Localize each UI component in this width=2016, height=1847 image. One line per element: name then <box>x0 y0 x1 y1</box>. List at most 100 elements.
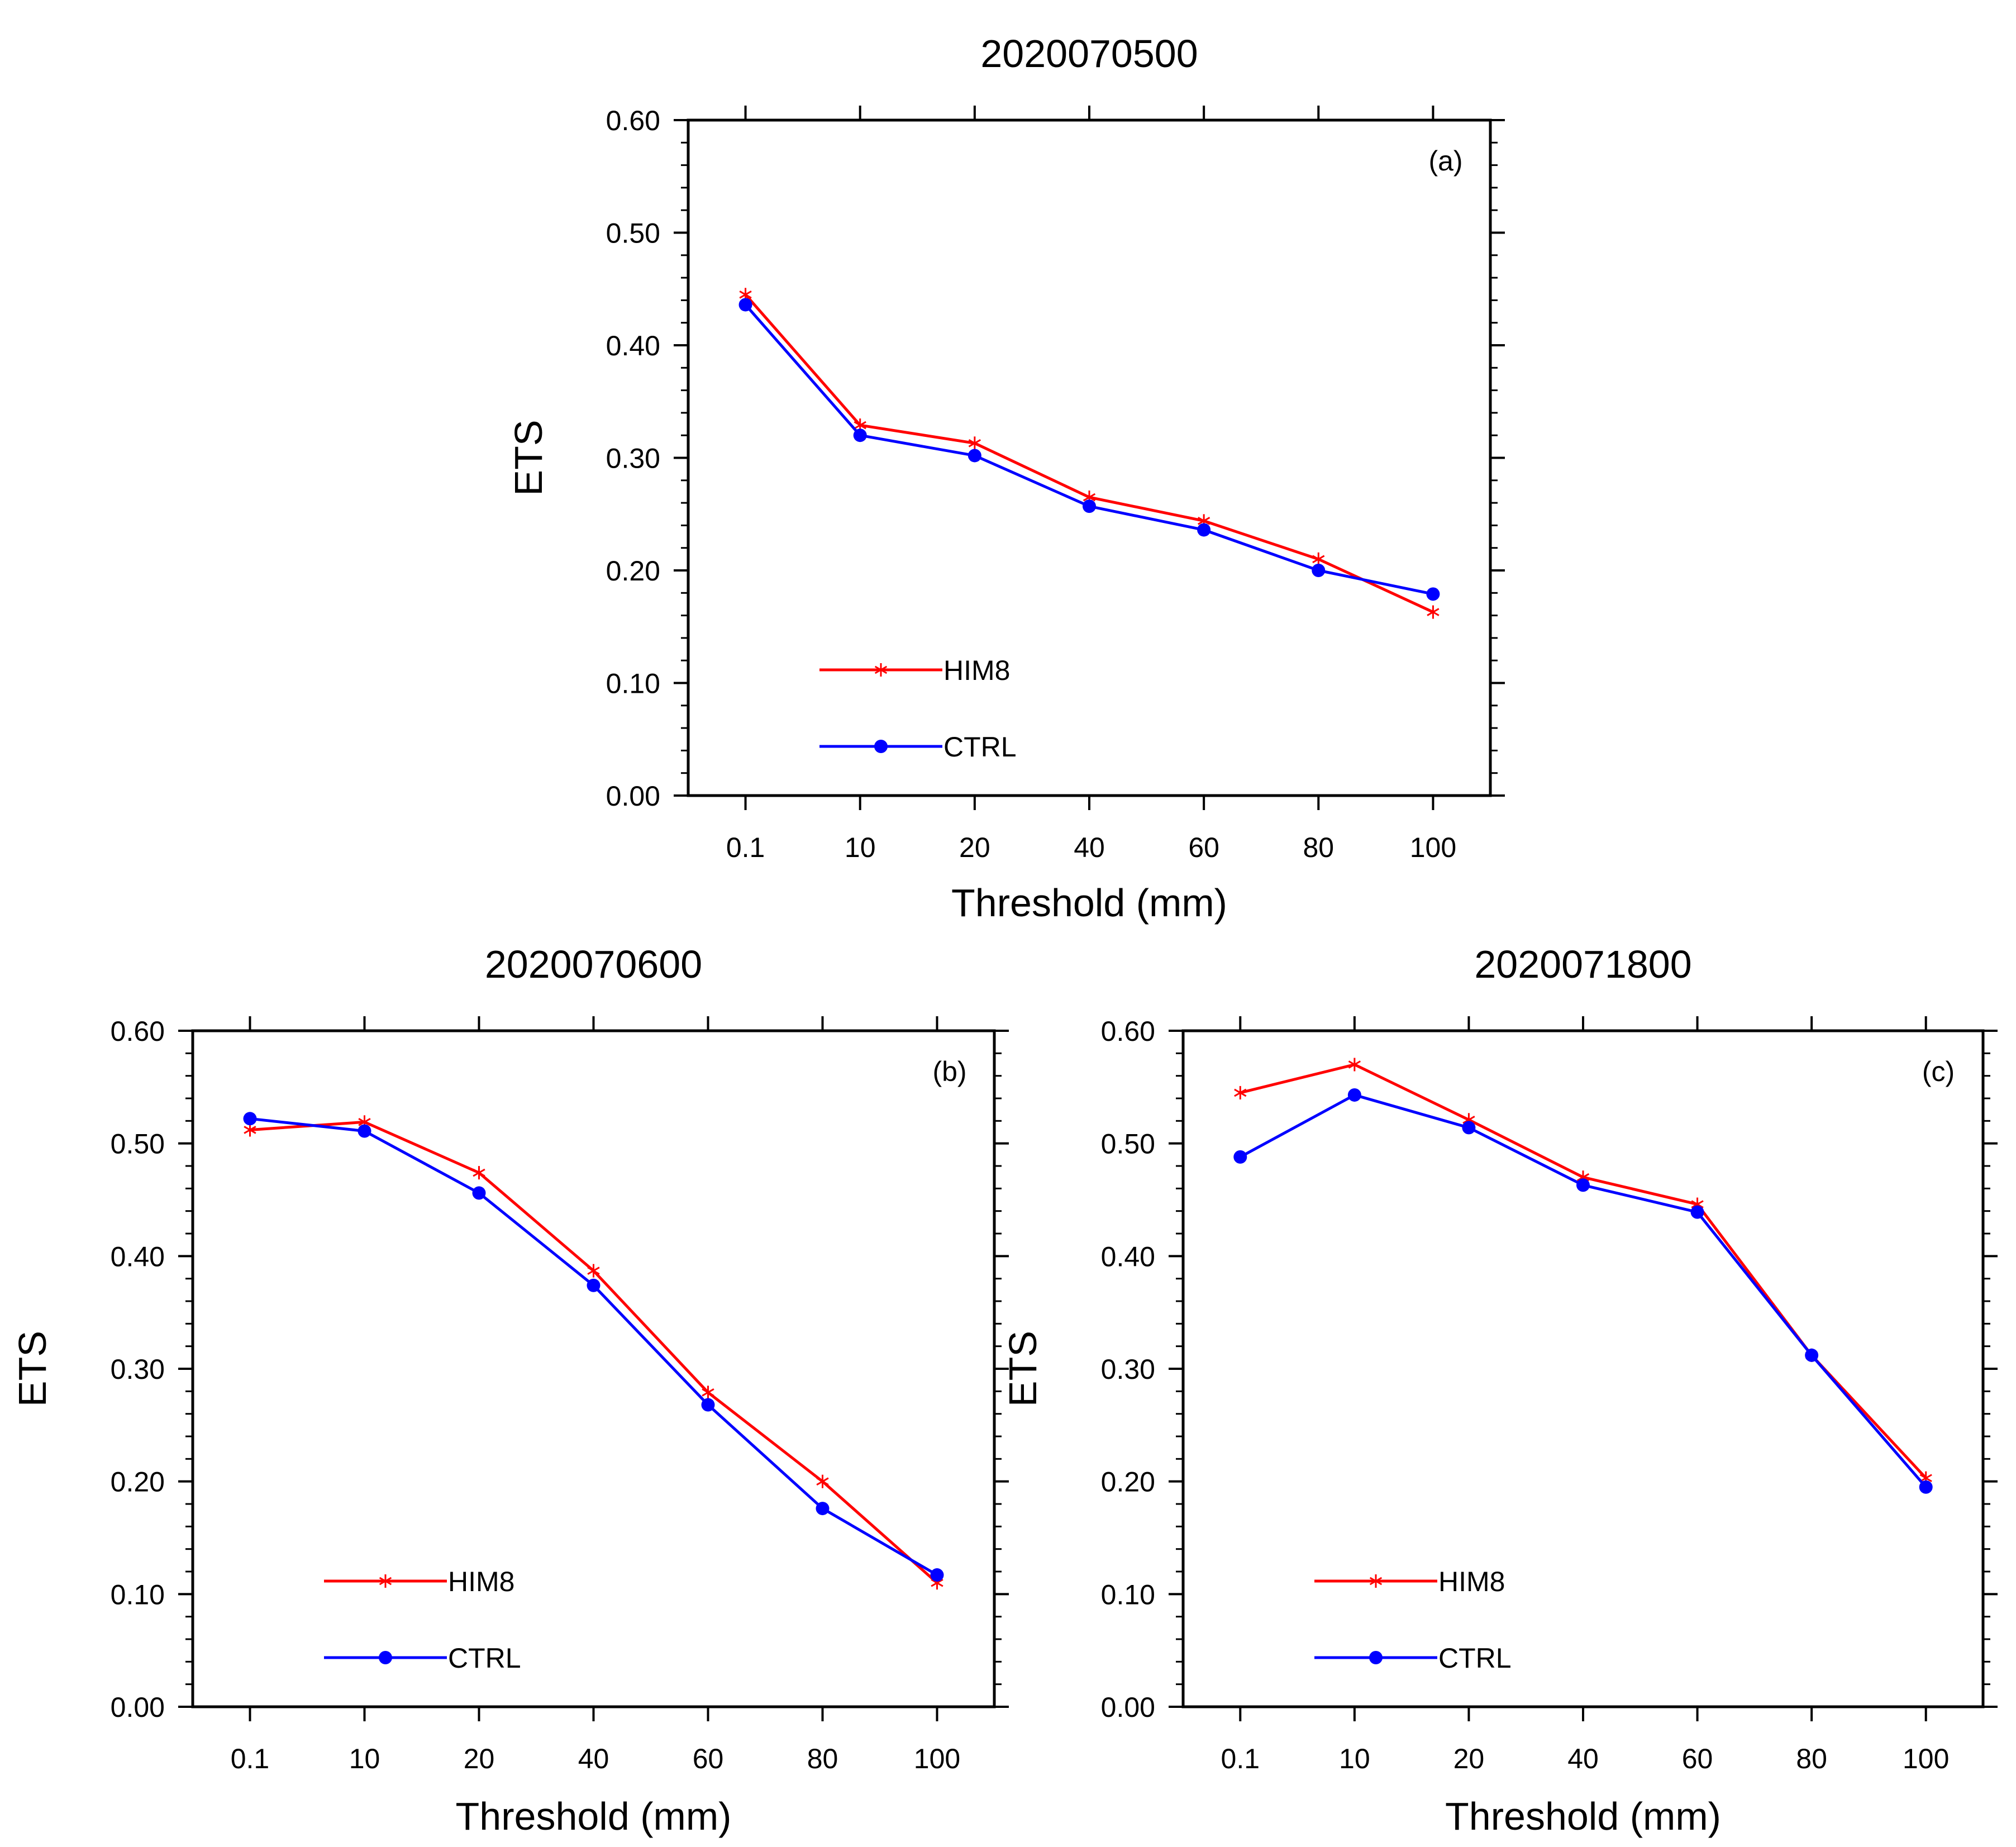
plot-frame <box>687 118 1492 797</box>
x-tick-label: 10 <box>349 1743 380 1774</box>
y-tick-label: 0.00 <box>111 1692 165 1723</box>
x-axis-label: Threshold (mm) <box>951 881 1227 925</box>
y-axis-label: ETS <box>11 1331 54 1407</box>
legend-marker-him8 <box>379 1574 392 1588</box>
data-point-ctrl <box>1347 1088 1361 1102</box>
asterisk-stroke <box>1691 1200 1704 1208</box>
asterisk-stroke <box>854 421 866 430</box>
data-point-ctrl <box>930 1568 944 1582</box>
data-point-ctrl <box>1462 1121 1476 1135</box>
y-tick-label: 0.30 <box>606 443 660 474</box>
asterisk-stroke <box>816 1477 829 1486</box>
asterisk-stroke <box>1083 493 1096 502</box>
series-line-ctrl <box>744 303 1433 596</box>
x-axis-label: Threshold (mm) <box>456 1794 732 1838</box>
data-point-ctrl <box>1690 1205 1704 1219</box>
data-point-ctrl <box>853 429 867 442</box>
series-line-him8 <box>744 293 1434 613</box>
asterisk-stroke <box>587 1267 600 1275</box>
data-point-ctrl <box>1312 564 1326 577</box>
legend-label-him8: HIM8 <box>448 1566 514 1597</box>
asterisk-stroke <box>358 1118 371 1126</box>
chart-title: 2020070600 <box>485 942 702 986</box>
data-point-ctrl <box>1197 523 1211 537</box>
data-point-ctrl <box>587 1278 600 1292</box>
series-line-him8 <box>1240 1063 1927 1479</box>
legend-marker-him8 <box>874 663 888 677</box>
series-line-ctrl <box>1240 1093 1927 1488</box>
chart-title: 2020070500 <box>980 32 1198 75</box>
legend-marker-him8 <box>1369 1574 1383 1588</box>
y-tick-label: 0.10 <box>606 668 660 699</box>
legend-label-him8: HIM8 <box>1438 1566 1505 1597</box>
legend-label-ctrl: CTRL <box>943 731 1017 763</box>
y-tick-label: 0.50 <box>111 1129 165 1160</box>
x-tick-label: 20 <box>1453 1743 1485 1774</box>
asterisk-stroke <box>931 1578 943 1587</box>
x-tick-label: 40 <box>1567 1743 1599 1774</box>
y-axis-label: ETS <box>1001 1331 1045 1407</box>
data-point-him8 <box>244 1123 256 1137</box>
x-tick-label: 10 <box>845 832 876 863</box>
data-point-him8 <box>473 1166 485 1180</box>
data-point-ctrl <box>1083 499 1096 513</box>
y-tick-label: 0.60 <box>606 105 660 136</box>
x-tick-label: 40 <box>578 1743 609 1774</box>
data-point-ctrl <box>1426 587 1440 601</box>
data-point-ctrl <box>472 1186 486 1200</box>
chart-panel-c: 2020071800 0.00 0.10 0.20 0.30 0.40 0.50 0.60 0.… <box>1001 942 1998 1838</box>
y-axis-label: ETS <box>507 420 550 496</box>
x-tick-label: 40 <box>1074 832 1105 863</box>
data-point-ctrl <box>701 1398 715 1412</box>
x-tick-label: 0.1 <box>231 1743 270 1774</box>
asterisk-stroke <box>1198 517 1210 525</box>
asterisk-stroke <box>1427 608 1440 616</box>
y-tick-label: 0.30 <box>111 1354 165 1385</box>
data-point-him8 <box>1427 605 1440 619</box>
chart-title: 2020071800 <box>1474 942 1691 986</box>
x-tick-label: 80 <box>807 1743 838 1774</box>
data-point-ctrl <box>1576 1178 1590 1192</box>
x-tick-label: 60 <box>693 1743 724 1774</box>
panel-label-c: (c) <box>1922 1056 1955 1087</box>
chart-panel-a: 2020070500 0.00 0.10 0.20 0.30 0.40 0.50 0.60 0.… <box>507 32 1505 925</box>
x-tick-label: 80 <box>1303 832 1334 863</box>
x-tick-label: 100 <box>1903 1743 1949 1774</box>
x-tick-label: 80 <box>1796 1743 1827 1774</box>
x-tick-label: 100 <box>1410 832 1456 863</box>
x-tick-label: 60 <box>1188 832 1219 863</box>
y-tick-label: 0.60 <box>111 1016 165 1047</box>
x-tick-label: 0.1 <box>1221 1743 1260 1774</box>
y-tick-label: 0.10 <box>111 1579 165 1610</box>
asterisk-stroke <box>244 1126 256 1134</box>
x-tick-label: 20 <box>464 1743 495 1774</box>
legend-marker-ctrl <box>379 1651 392 1664</box>
asterisk-stroke <box>702 1388 714 1397</box>
asterisk-stroke <box>1462 1116 1475 1124</box>
data-point-him8 <box>1312 552 1325 566</box>
data-point-ctrl <box>816 1502 830 1516</box>
y-tick-label: 0.40 <box>111 1241 165 1272</box>
x-tick-label: 20 <box>959 832 990 863</box>
legend-label-ctrl: CTRL <box>448 1643 521 1674</box>
data-point-him8 <box>1234 1086 1247 1099</box>
asterisk-stroke <box>379 1577 392 1586</box>
series-line-ctrl <box>250 1117 938 1577</box>
x-tick-label: 10 <box>1339 1743 1370 1774</box>
chart-panel-b: 2020070600 0.00 0.10 0.20 0.30 0.40 0.50 0.60 0.… <box>11 942 1009 1838</box>
asterisk-stroke <box>1576 1173 1590 1182</box>
x-tick-label: 0.1 <box>726 832 765 863</box>
x-axis-label: Threshold (mm) <box>1445 1794 1721 1838</box>
data-point-ctrl <box>358 1124 371 1138</box>
y-tick-label: 0.40 <box>1101 1241 1155 1272</box>
data-point-him8 <box>968 436 981 450</box>
y-tick-label: 0.30 <box>1101 1354 1155 1385</box>
y-tick-label: 0.00 <box>1101 1692 1155 1723</box>
legend-label-him8: HIM8 <box>943 655 1010 686</box>
legend-label-ctrl: CTRL <box>1438 1643 1512 1674</box>
asterisk-stroke <box>1348 1060 1361 1069</box>
y-tick-label: 0.00 <box>606 780 660 812</box>
asterisk-stroke <box>1919 1474 1932 1482</box>
x-tick-label: 60 <box>1682 1743 1713 1774</box>
